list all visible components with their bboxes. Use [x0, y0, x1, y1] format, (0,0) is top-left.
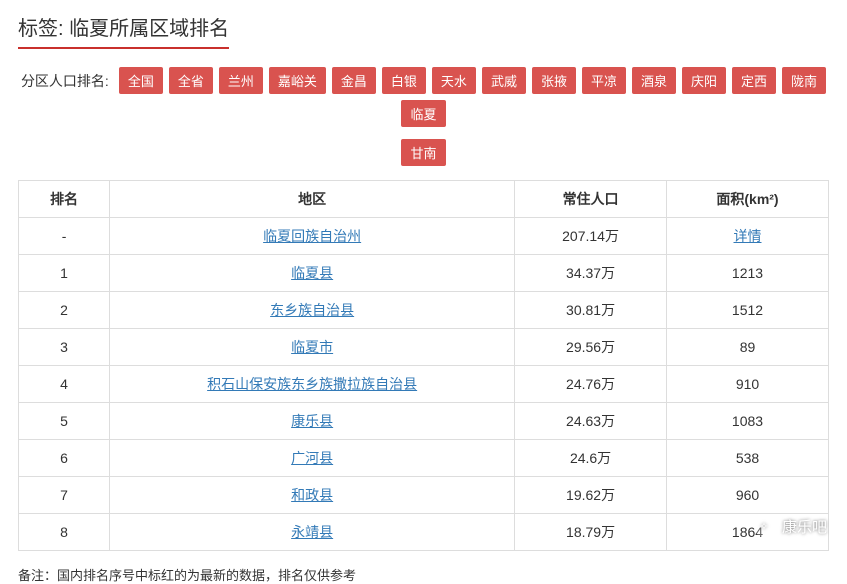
cell-region: 临夏回族自治州 [110, 218, 515, 255]
table-row: 7 和政县 19.62万960 [19, 477, 829, 514]
cell-area: 1083 [667, 403, 829, 440]
filter-tag[interactable]: 全国 [119, 67, 163, 94]
cell-region: 永靖县 [110, 514, 515, 551]
cell-rank: 2 [19, 292, 110, 329]
filter-tag[interactable]: 定西 [732, 67, 776, 94]
cell-rank: 1 [19, 255, 110, 292]
footnote: 备注：国内排名序号中标红的为最新的数据，排名仅供参考 [18, 565, 829, 584]
col-header-rank: 排名 [19, 181, 110, 218]
col-header-region: 地区 [110, 181, 515, 218]
region-link[interactable]: 临夏回族自治州 [263, 228, 361, 244]
filter-tag[interactable]: 陇南 [782, 67, 826, 94]
title-text: 临夏所属区域排名 [69, 18, 229, 40]
table-row: 6 广河县 24.6万538 [19, 440, 829, 477]
cell-rank: 5 [19, 403, 110, 440]
cell-rank: 4 [19, 366, 110, 403]
table-row: 8永靖县18.79万1864 [19, 514, 829, 551]
wechat-icon: ✧ [754, 517, 774, 537]
cell-region: 康乐县 [110, 403, 515, 440]
page-title: 标签: 临夏所属区域排名 [18, 12, 229, 49]
filter-tag[interactable]: 武威 [482, 67, 526, 94]
cell-rank: - [19, 218, 110, 255]
cell-area: 1213 [667, 255, 829, 292]
region-link[interactable]: 临夏县 [291, 265, 333, 281]
watermark: ✧ 康乐吧 [754, 516, 827, 537]
cell-population: 34.37万 [515, 255, 667, 292]
cell-area: 1512 [667, 292, 829, 329]
cell-rank: 3 [19, 329, 110, 366]
cell-population: 207.14万 [515, 218, 667, 255]
filter-row: 分区人口排名: 全国全省兰州嘉峪关金昌白银天水武威张掖平凉酒泉庆阳定西陇南临夏甘… [18, 67, 829, 166]
region-link[interactable]: 和政县 [291, 487, 333, 503]
filter-tag[interactable]: 全省 [169, 67, 213, 94]
cell-population: 24.76万 [515, 366, 667, 403]
title-prefix: 标签: [18, 18, 64, 40]
cell-population: 24.6万 [515, 440, 667, 477]
table-body: - 临夏回族自治州 207.14万 详情 1 临夏县 34.37万1213 2 东乡族自治县 30… [19, 218, 829, 551]
filter-tag[interactable]: 张掖 [532, 67, 576, 94]
table-row: 3 临夏市 29.56万89 [19, 329, 829, 366]
col-header-area: 面积(km²) [667, 181, 829, 218]
filter-tag[interactable]: 甘南 [401, 139, 445, 166]
watermark-text: 康乐吧 [782, 516, 827, 537]
cell-population: 24.63万 [515, 403, 667, 440]
ranking-table: 排名 地区 常住人口 面积(km²) - 临夏回族自治州 207.14万 详情 1 临夏县… [18, 180, 829, 551]
region-link[interactable]: 东乡族自治县 [270, 302, 354, 318]
filter-tag[interactable]: 平凉 [582, 67, 626, 94]
filter-tag[interactable]: 金昌 [332, 67, 376, 94]
region-link[interactable]: 永靖县 [291, 524, 333, 540]
cell-region: 和政县 [110, 477, 515, 514]
filter-tag[interactable]: 天水 [432, 67, 476, 94]
cell-region: 广河县 [110, 440, 515, 477]
table-row: 2 东乡族自治县 30.81万1512 [19, 292, 829, 329]
region-link[interactable]: 康乐县 [291, 413, 333, 429]
cell-area: 89 [667, 329, 829, 366]
filter-label: 分区人口排名: [21, 71, 109, 91]
cell-region: 临夏县 [110, 255, 515, 292]
region-link[interactable]: 临夏市 [291, 339, 333, 355]
filter-tag[interactable]: 嘉峪关 [269, 67, 326, 94]
cell-region: 东乡族自治县 [110, 292, 515, 329]
table-header-row: 排名 地区 常住人口 面积(km²) [19, 181, 829, 218]
filter-tag[interactable]: 庆阳 [682, 67, 726, 94]
cell-region: 积石山保安族东乡族撒拉族自治县 [110, 366, 515, 403]
filter-tag[interactable]: 酒泉 [632, 67, 676, 94]
cell-region: 临夏市 [110, 329, 515, 366]
cell-area: 960 [667, 477, 829, 514]
region-link[interactable]: 广河县 [291, 450, 333, 466]
cell-rank: 7 [19, 477, 110, 514]
filter-tag[interactable]: 白银 [382, 67, 426, 94]
filter-tag[interactable]: 临夏 [401, 100, 445, 127]
table-row: - 临夏回族自治州 207.14万 详情 [19, 218, 829, 255]
cell-area: 910 [667, 366, 829, 403]
region-link[interactable]: 积石山保安族东乡族撒拉族自治县 [207, 376, 417, 392]
cell-rank: 6 [19, 440, 110, 477]
cell-population: 18.79万 [515, 514, 667, 551]
cell-area: 详情 [667, 218, 829, 255]
filter-tag[interactable]: 兰州 [219, 67, 263, 94]
cell-population: 19.62万 [515, 477, 667, 514]
col-header-population: 常住人口 [515, 181, 667, 218]
cell-rank: 8 [19, 514, 110, 551]
table-row: 1 临夏县 34.37万1213 [19, 255, 829, 292]
area-detail-link[interactable]: 详情 [734, 228, 762, 244]
cell-population: 29.56万 [515, 329, 667, 366]
cell-area: 538 [667, 440, 829, 477]
table-row: 4 积石山保安族东乡族撒拉族自治县 24.76万910 [19, 366, 829, 403]
table-row: 5 康乐县 24.63万1083 [19, 403, 829, 440]
cell-population: 30.81万 [515, 292, 667, 329]
